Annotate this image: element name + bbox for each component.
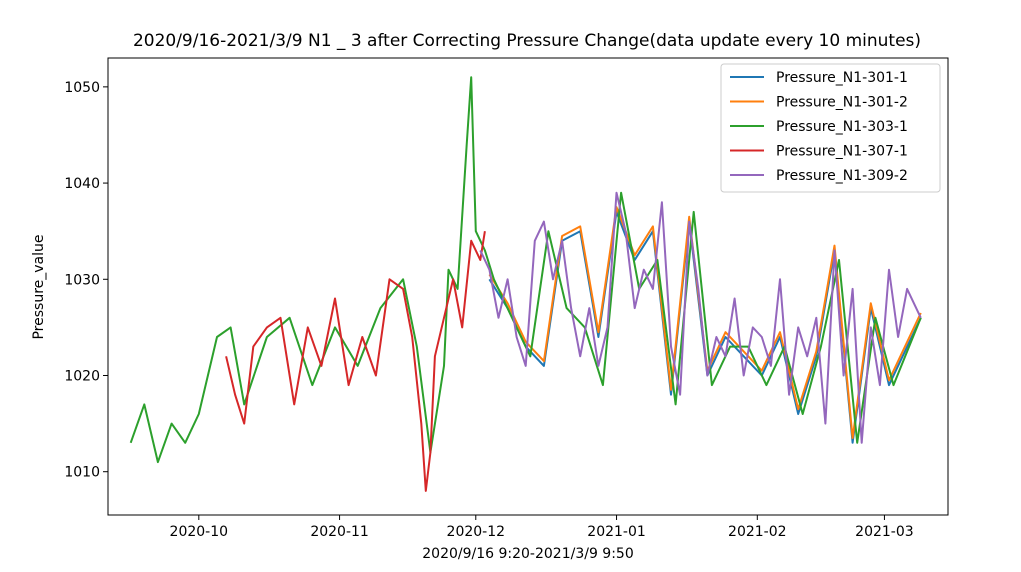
- chart-title: 2020/9/16-2021/3/9 N1 _ 3 after Correcti…: [133, 31, 921, 51]
- legend-label: Pressure_N1-301-2: [776, 95, 908, 111]
- y-tick-label: 1020: [64, 368, 100, 384]
- legend-label: Pressure_N1-309-2: [776, 168, 908, 184]
- legend: Pressure_N1-301-1 Pressure_N1-301-2 Pressu…: [720, 63, 941, 193]
- y-tick-label: 1050: [64, 80, 100, 96]
- y-tick-label: 1040: [64, 176, 100, 192]
- series-line-5: [479, 191, 922, 444]
- legend-label: Pressure_N1-301-1: [776, 70, 908, 86]
- legend-label: Pressure_N1-307-1: [776, 144, 908, 160]
- x-axis-label: 2020/9/16 9:20-2021/3/9 9:50: [422, 546, 634, 562]
- legend-box: [720, 63, 941, 193]
- x-tick-label: 2020-12: [447, 524, 506, 540]
- series-lines: [129, 76, 922, 492]
- x-tick-label: 2021-03: [855, 524, 914, 540]
- plot-frame: [107, 57, 949, 516]
- legend-label: Pressure_N1-303-1: [776, 119, 908, 135]
- series-line-4: [225, 231, 486, 492]
- x-axis: 2020-10 2020-11 2020-12 2021-01 2021-02 2021-…: [170, 515, 914, 540]
- y-axis: 1010 1020 1030 1040 1050: [64, 80, 108, 481]
- x-tick-label: 2020-10: [170, 524, 229, 540]
- y-tick-label: 1010: [64, 465, 100, 481]
- x-tick-label: 2021-01: [587, 524, 646, 540]
- x-tick-label: 2020-11: [310, 524, 369, 540]
- x-tick-label: 2021-02: [728, 524, 787, 540]
- y-tick-label: 1030: [64, 272, 100, 288]
- series-line-3: [129, 76, 922, 464]
- y-axis-label: Pressure_value: [31, 234, 47, 339]
